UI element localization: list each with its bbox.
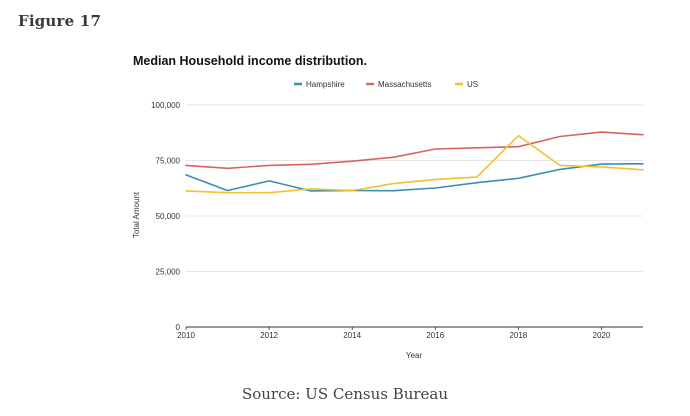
y-axis-ticks: 0 25,000 50,000 75,000 100,000 <box>151 101 180 332</box>
legend-label: Massachusetts <box>378 80 431 89</box>
legend: Hampshire Massachusetts US <box>294 80 478 89</box>
series-line-us <box>185 134 644 194</box>
series-line-massachusetts <box>185 131 644 170</box>
x-axis-title: Year <box>406 351 423 360</box>
gridlines <box>186 104 643 328</box>
y-tick-label: 25,000 <box>156 268 181 277</box>
y-tick-label: 0 <box>176 323 181 332</box>
y-tick-label: 75,000 <box>156 157 181 166</box>
y-tick-label: 100,000 <box>151 101 180 110</box>
legend-label: US <box>467 80 478 89</box>
series-line-hampshire <box>185 163 644 192</box>
x-tick-label: 2012 <box>260 331 278 340</box>
x-tick-label: 2014 <box>343 331 361 340</box>
legend-label: Hampshire <box>306 80 345 89</box>
x-tick-label: 2010 <box>177 331 195 340</box>
x-axis-ticks: 2010 2012 2014 2016 2018 2020 <box>177 327 611 340</box>
x-tick-label: 2018 <box>509 331 527 340</box>
y-axis-title: Total Amount <box>132 191 141 238</box>
series-lines <box>185 131 644 194</box>
x-tick-label: 2016 <box>426 331 444 340</box>
figure-label: Figure 17 <box>18 12 102 30</box>
x-tick-label: 2020 <box>593 331 611 340</box>
y-tick-label: 50,000 <box>156 212 181 221</box>
source-note: Source: US Census Bureau <box>241 385 449 403</box>
chart-title: Median Household income distribution. <box>133 54 368 68</box>
